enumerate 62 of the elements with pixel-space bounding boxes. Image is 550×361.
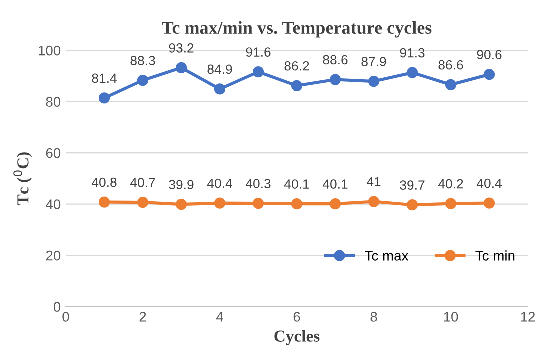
y-axis-title: Tc ($^{0}$C): [14, 152, 32, 206]
data-label: 90.6: [477, 50, 502, 60]
y-tick-label: 0: [54, 302, 61, 312]
data-label: 40.1: [284, 180, 310, 189]
point: [368, 196, 380, 208]
point: [252, 66, 264, 78]
point: [137, 74, 149, 86]
data-label: 84.9: [208, 64, 232, 74]
point: [291, 198, 303, 210]
x-tick-label: 12: [521, 312, 536, 322]
x-axis-title: Cycles: [274, 330, 320, 346]
data-label: 81.4: [92, 74, 117, 84]
data-label: 91.6: [246, 48, 271, 57]
point: [252, 198, 264, 210]
y-tick-label: 60: [46, 148, 61, 158]
point: [176, 62, 188, 74]
x-tick-label: 2: [140, 312, 146, 322]
point: [214, 84, 226, 95]
point: [368, 76, 380, 88]
data-label: 86.2: [284, 61, 310, 71]
point: [291, 80, 303, 92]
point: [98, 196, 110, 208]
data-label: 88.3: [130, 56, 156, 66]
point: [484, 198, 496, 209]
data-label: 88.6: [323, 55, 348, 65]
data-label: 40.3: [246, 179, 271, 188]
x-tick-label: 4: [216, 312, 224, 322]
point: [484, 69, 496, 80]
legend-label: Tc max: [365, 251, 409, 261]
point: [445, 79, 457, 90]
data-label: 40.1: [322, 180, 348, 189]
data-label: 91.3: [400, 48, 425, 58]
data-label: 39.7: [400, 180, 425, 190]
y-tick-label: 80: [46, 97, 61, 107]
data-label: 86.6: [438, 60, 464, 70]
point: [406, 67, 418, 78]
x-tick-label: 10: [444, 312, 458, 322]
x-tick-label: 6: [294, 312, 300, 322]
point: [176, 199, 188, 210]
point: [330, 74, 342, 86]
data-label: 40.2: [438, 179, 464, 189]
legend-label: Tc min: [476, 250, 515, 261]
data-label: 40.7: [130, 178, 156, 188]
data-label: 39.9: [169, 180, 194, 190]
y-tick-label: 40: [46, 200, 61, 210]
data-label: 41: [366, 177, 381, 187]
data-label: 40.8: [92, 178, 117, 188]
data-label: 87.9: [362, 57, 386, 66]
y-tick-label: 100: [39, 46, 61, 56]
x-tick-label: 8: [370, 312, 378, 322]
point: [406, 200, 418, 211]
x-tick-label: 0: [62, 312, 70, 322]
point: [445, 198, 457, 210]
point: [137, 196, 149, 208]
point: [98, 92, 110, 104]
y-tick-label: 20: [46, 250, 61, 261]
data-label: 40.4: [476, 178, 502, 188]
data-label: 93.2: [169, 44, 194, 53]
point: [214, 198, 226, 209]
point: [330, 198, 342, 210]
chart-title: Tc max/min vs. Temperature cycles: [162, 21, 432, 38]
data-label: 40.4: [207, 178, 232, 188]
